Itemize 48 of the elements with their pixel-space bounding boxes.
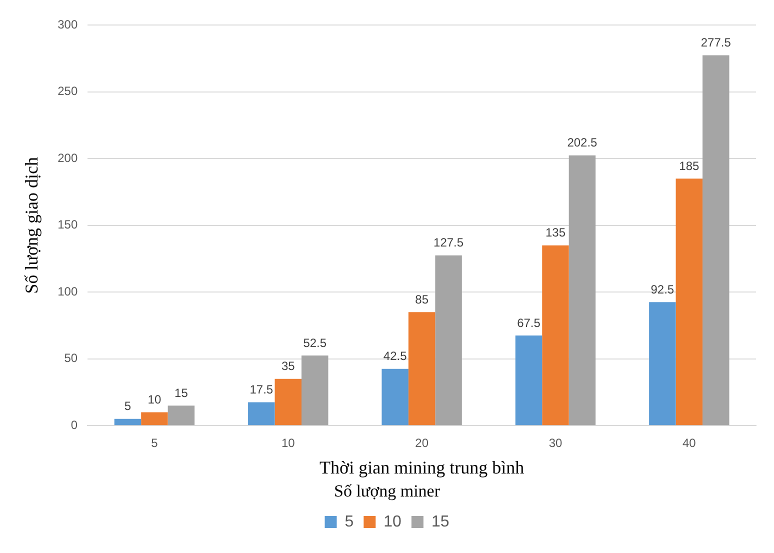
bar [435,255,462,426]
bar [168,406,195,426]
data-label: 202.5 [567,136,598,150]
bar [676,178,703,426]
data-label: 5 [124,399,132,414]
y-tick-label: 300 [58,18,78,32]
data-label: 17.5 [250,382,274,397]
data-label: 10 [148,392,162,407]
bar [114,418,142,426]
bar [274,378,302,426]
y-tick-label: 0 [70,418,78,432]
bar [702,55,730,426]
data-label: 35 [281,359,296,374]
data-label: 52.5 [303,336,327,350]
bar [382,368,408,426]
y-tick-label: 100 [58,284,78,298]
legend-label: 10 [384,513,402,530]
x-tick-label: 40 [682,436,696,450]
bar [542,245,569,426]
bar [408,312,436,426]
data-label: 42.5 [383,349,408,364]
y-tick-label: 200 [58,150,78,165]
y-tick-label: 50 [64,351,78,366]
data-label: 127.5 [434,236,464,250]
data-label: 92.5 [650,282,674,296]
bar [302,356,328,426]
bar [568,155,596,426]
data-label: 185 [679,159,700,173]
bar [248,402,275,426]
bar [649,302,676,426]
data-label: 67.5 [517,316,541,330]
bar [141,412,168,426]
y-tick-label: 250 [58,84,78,98]
data-label: 135 [545,226,566,240]
x-tick-label: 30 [548,436,562,450]
legend-title: Số lượng miner [334,482,440,501]
data-label: 15 [174,386,188,400]
legend-label: 15 [431,513,450,530]
x-tick-label: 5 [151,436,158,450]
x-axis-title: Thời gian mining trung bình [320,458,524,478]
y-tick-label: 150 [58,218,78,232]
bar [515,336,542,426]
x-tick-label: 10 [281,436,296,450]
data-label: 277.5 [700,36,732,50]
y-axis-title: Số lượng giao dịch [22,157,42,294]
x-tick-label: 20 [415,436,429,450]
data-label: 85 [415,292,429,306]
legend-label: 5 [344,513,354,530]
